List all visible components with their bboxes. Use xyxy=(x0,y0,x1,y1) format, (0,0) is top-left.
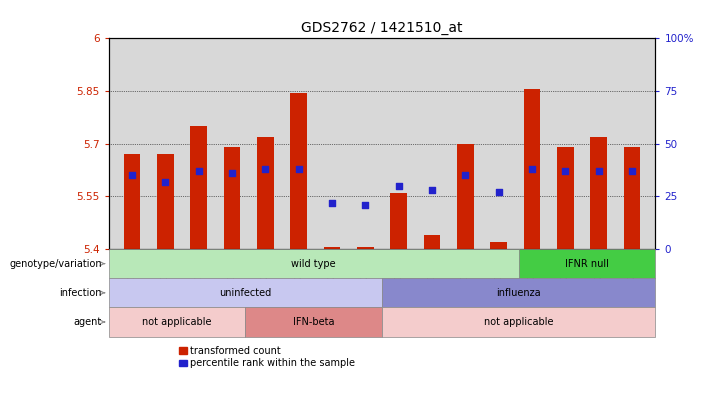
Point xyxy=(360,202,371,208)
Text: uninfected: uninfected xyxy=(219,288,271,298)
Text: wild type: wild type xyxy=(292,259,336,269)
Text: infection: infection xyxy=(59,288,102,298)
Point xyxy=(627,168,638,175)
Text: IFN-beta: IFN-beta xyxy=(293,317,334,327)
Point xyxy=(493,189,504,196)
Text: not applicable: not applicable xyxy=(142,317,212,327)
Point xyxy=(293,166,304,172)
Text: transformed count: transformed count xyxy=(190,346,280,356)
Point xyxy=(393,183,404,189)
Bar xyxy=(357,247,374,249)
Point xyxy=(460,172,471,179)
Point xyxy=(160,179,171,185)
Bar xyxy=(457,144,474,249)
Text: agent: agent xyxy=(74,317,102,327)
Point xyxy=(126,172,137,179)
Bar xyxy=(257,137,273,249)
Point xyxy=(226,170,238,177)
Bar xyxy=(557,147,573,249)
Point xyxy=(327,200,338,206)
Text: not applicable: not applicable xyxy=(484,317,554,327)
Text: genotype/variation: genotype/variation xyxy=(9,259,102,269)
Bar xyxy=(590,137,607,249)
Title: GDS2762 / 1421510_at: GDS2762 / 1421510_at xyxy=(301,21,463,35)
Bar xyxy=(324,247,341,249)
Bar xyxy=(423,235,440,249)
Point xyxy=(560,168,571,175)
Point xyxy=(260,166,271,172)
Bar xyxy=(157,154,174,249)
Bar xyxy=(390,193,407,249)
Point xyxy=(526,166,538,172)
Bar xyxy=(123,154,140,249)
Text: IFNR null: IFNR null xyxy=(565,259,609,269)
Bar xyxy=(290,93,307,249)
Bar xyxy=(491,242,507,249)
Bar xyxy=(624,147,641,249)
Point xyxy=(426,187,437,193)
Bar xyxy=(524,90,540,249)
Point xyxy=(193,168,204,175)
Bar xyxy=(191,126,207,249)
Text: influenza: influenza xyxy=(496,288,541,298)
Point xyxy=(593,168,604,175)
Text: percentile rank within the sample: percentile rank within the sample xyxy=(190,358,355,368)
Bar xyxy=(224,147,240,249)
